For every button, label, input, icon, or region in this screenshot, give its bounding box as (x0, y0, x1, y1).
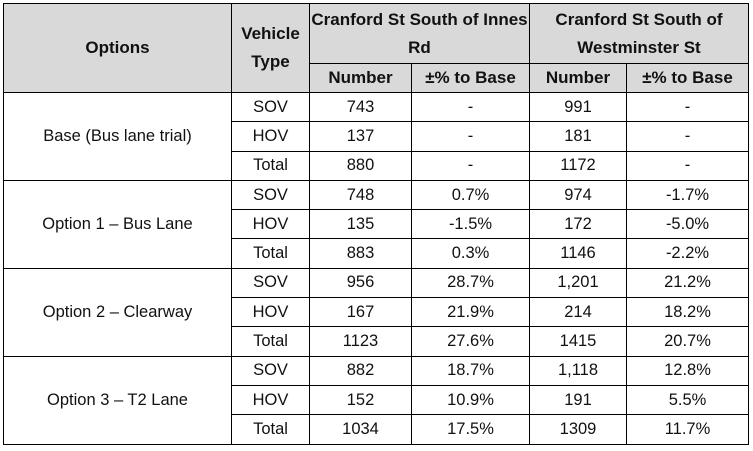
pct-westminster-cell: - (626, 91, 749, 123)
number-innes-cell: 152 (309, 384, 412, 416)
results-table: Options Vehicle Type Cranford St South o… (3, 3, 749, 445)
number-westminster-cell: 181 (529, 121, 627, 152)
number-westminster-cell: 1146 (529, 238, 627, 269)
vehicle-type-cell: HOV (231, 121, 310, 152)
vehicle-type-cell: SOV (231, 355, 310, 386)
header-group-innes: Cranford St South of Innes Rd (309, 3, 530, 64)
number-westminster-cell: 1309 (529, 414, 627, 445)
table-header: Options Vehicle Type Cranford St South o… (3, 3, 749, 93)
number-innes-cell: 956 (309, 267, 412, 299)
table-row: Option 3 – T2 Lane SOV 882 18.7% 1,118 12.8% (3, 355, 749, 445)
option-label: Option 2 – Clearway (3, 267, 232, 357)
number-innes-cell: 883 (309, 238, 412, 269)
pct-innes-cell: 17.5% (411, 414, 530, 445)
number-innes-cell: 137 (309, 121, 412, 152)
number-westminster-cell: 991 (529, 91, 627, 123)
pct-innes-cell: - (411, 121, 530, 152)
option-label: Option 3 – T2 Lane (3, 355, 232, 445)
number-innes-cell: 743 (309, 91, 412, 123)
pct-westminster-cell: 11.7% (626, 414, 749, 445)
pct-innes-cell: 0.7% (411, 179, 530, 211)
number-innes-cell: 135 (309, 209, 412, 240)
pct-innes-cell: 21.9% (411, 297, 530, 328)
header-pct-westminster: ±% to Base (626, 63, 749, 93)
table-row: HOV 167 21.9% 214 18.2% (4, 297, 749, 328)
vehicle-type-cell: Total (231, 414, 310, 445)
header-options: Options (3, 3, 232, 93)
vehicle-type-cell: Total (231, 150, 310, 181)
vehicle-type-cell: Total (231, 326, 310, 357)
pct-westminster-cell: 20.7% (626, 326, 749, 357)
number-westminster-cell: 172 (529, 209, 627, 240)
pct-innes-cell: 0.3% (411, 238, 530, 269)
pct-innes-cell: 10.9% (411, 384, 530, 416)
vehicle-type-cell: SOV (231, 267, 310, 299)
pct-innes-cell: -1.5% (411, 209, 530, 240)
pct-westminster-cell: 5.5% (626, 384, 749, 416)
number-westminster-cell: 1415 (529, 326, 627, 357)
table-row: HOV 135 -1.5% 172 -5.0% (4, 209, 749, 240)
pct-westminster-cell: -5.0% (626, 209, 749, 240)
number-westminster-cell: 1,118 (529, 355, 627, 386)
header-number-westminster: Number (529, 63, 627, 93)
pct-westminster-cell: -2.2% (626, 238, 749, 269)
table-row: HOV 152 10.9% 191 5.5% (4, 384, 749, 416)
pct-innes-cell: 28.7% (411, 267, 530, 299)
pct-innes-cell: 27.6% (411, 326, 530, 357)
table-row: Total 1034 17.5% 1309 11.7% (4, 414, 749, 445)
header-group-westminster: Cranford St South of Westminster St (529, 3, 749, 64)
header-number-innes: Number (309, 63, 412, 93)
table-row: Total 1123 27.6% 1415 20.7% (4, 326, 749, 357)
vehicle-type-cell: SOV (231, 91, 310, 123)
option-label: Option 1 – Bus Lane (3, 179, 232, 269)
pct-westminster-cell: - (626, 150, 749, 181)
number-innes-cell: 1123 (309, 326, 412, 357)
number-innes-cell: 880 (309, 150, 412, 181)
number-innes-cell: 167 (309, 297, 412, 328)
table-row: HOV 137-181- (4, 121, 749, 152)
vehicle-type-cell: Total (231, 238, 310, 269)
vehicle-type-cell: HOV (231, 209, 310, 240)
pct-innes-cell: 18.7% (411, 355, 530, 386)
number-westminster-cell: 214 (529, 297, 627, 328)
pct-westminster-cell: 21.2% (626, 267, 749, 299)
pct-innes-cell: - (411, 150, 530, 181)
number-innes-cell: 1034 (309, 414, 412, 445)
header-pct-innes: ±% to Base (411, 63, 530, 93)
option-label: Base (Bus lane trial) (3, 92, 232, 181)
pct-westminster-cell: -1.7% (626, 179, 749, 211)
table-row: Total 883 0.3% 1146 -2.2% (4, 238, 749, 269)
pct-westminster-cell: 18.2% (626, 297, 749, 328)
number-westminster-cell: 191 (529, 384, 627, 416)
pct-westminster-cell: - (626, 121, 749, 152)
number-innes-cell: 882 (309, 355, 412, 386)
header-vehicle-type: Vehicle Type (231, 3, 310, 93)
number-westminster-cell: 1172 (529, 150, 627, 181)
number-westminster-cell: 1,201 (529, 267, 627, 299)
vehicle-type-cell: SOV (231, 179, 310, 211)
table-row: Option 2 – Clearway SOV 956 28.7% 1,201 21.2% (3, 267, 749, 357)
table-row: Option 1 – Bus Lane SOV 748 0.7% 974 -1.7% (3, 179, 749, 269)
vehicle-type-cell: HOV (231, 297, 310, 328)
table-body: Base (Bus lane trial) SOV 743-991- HOV 137-1… (3, 91, 749, 445)
pct-westminster-cell: 12.8% (626, 355, 749, 386)
number-westminster-cell: 974 (529, 179, 627, 211)
number-innes-cell: 748 (309, 179, 412, 211)
pct-innes-cell: - (411, 91, 530, 123)
table-row: Base (Bus lane trial) SOV 743-991- (3, 91, 749, 181)
vehicle-type-cell: HOV (231, 384, 310, 416)
